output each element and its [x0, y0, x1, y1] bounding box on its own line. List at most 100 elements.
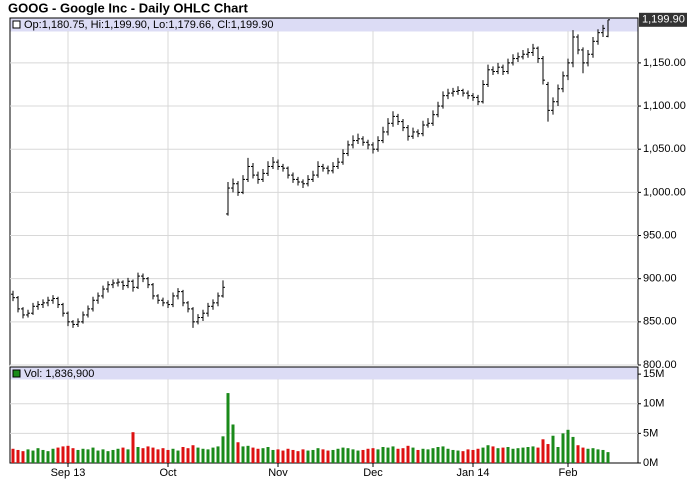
volume-bar: [576, 445, 580, 463]
volume-bar: [156, 449, 160, 463]
volume-bar: [306, 450, 310, 463]
volume-bar: [11, 448, 15, 463]
volume-bar: [241, 446, 245, 463]
volume-bar: [181, 447, 185, 463]
volume-bar: [366, 448, 370, 463]
volume-bar: [111, 449, 115, 463]
volume-bar: [506, 447, 510, 463]
volume-bar: [396, 448, 400, 463]
volume-bar: [46, 451, 50, 463]
volume-bar: [271, 449, 275, 463]
volume-bar: [86, 449, 90, 463]
volume-bar: [216, 446, 220, 463]
volume-header: Vol: 1,836,900: [24, 368, 94, 380]
chart-title: GOOG - Google Inc - Daily OHLC Chart: [8, 0, 248, 15]
y-tick-label: 1,000.00: [643, 186, 686, 198]
volume-tick-label: 5M: [643, 427, 658, 439]
volume-bar: [286, 448, 290, 463]
volume-bar: [546, 444, 550, 463]
volume-bar: [381, 447, 385, 463]
volume-bar: [406, 445, 410, 463]
volume-bar: [476, 448, 480, 463]
volume-bar: [26, 449, 30, 463]
y-tick-label: 950.00: [643, 229, 677, 241]
volume-bar: [541, 439, 545, 463]
volume-bar: [291, 449, 295, 463]
volume-bar: [326, 450, 330, 463]
volume-bar: [41, 449, 45, 463]
volume-header-icon: [12, 369, 21, 378]
volume-bar: [136, 447, 140, 463]
volume-bar: [501, 447, 505, 463]
volume-bar: [401, 448, 405, 463]
volume-bar: [321, 449, 325, 463]
volume-bar: [421, 448, 425, 463]
x-tick-label: Dec: [363, 467, 383, 479]
last-price-label: 1,199.90: [642, 14, 685, 26]
volume-bar: [486, 445, 490, 463]
volume-bar: [451, 449, 455, 463]
volume-bar: [166, 449, 170, 463]
volume-bar: [446, 448, 450, 463]
volume-bar: [66, 445, 70, 463]
volume-bar: [466, 449, 470, 463]
volume-bar: [581, 447, 585, 463]
volume-bar: [221, 436, 225, 463]
volume-bar: [151, 447, 155, 463]
volume-bar: [491, 446, 495, 463]
price-header: Op:1,180.75, Hi:1,199.90, Lo:1,179.66, C…: [24, 19, 274, 31]
volume-bar: [231, 424, 235, 463]
grid: Sep 13 Oct Nov Dec Jan 14 Feb 800.00 850.00 900.…: [10, 31, 686, 479]
volume-bar: [316, 448, 320, 463]
volume-bar: [191, 445, 195, 463]
volume-bar: [116, 448, 120, 463]
volume-bar: [256, 448, 260, 463]
y-tick-label: 1,050.00: [643, 143, 686, 155]
volume-bar: [296, 451, 300, 463]
volume-bar: [76, 449, 80, 463]
y-tick-label: 850.00: [643, 316, 677, 328]
volume-bar: [566, 429, 570, 463]
volume-bar: [556, 447, 560, 463]
volume-bar: [61, 446, 65, 463]
volume-bar: [456, 450, 460, 463]
price-header-icon: [12, 20, 21, 29]
volume-bar: [196, 447, 200, 463]
volume-bar: [516, 448, 520, 463]
volume-bar: [106, 451, 110, 463]
volume-tick-label: 15M: [643, 368, 664, 380]
volume-bar: [81, 448, 85, 463]
last-price-tag: [639, 12, 687, 27]
volume-bar: [426, 449, 430, 463]
volume-bar: [71, 448, 75, 463]
volume-bar: [606, 452, 610, 463]
volume-bar: [571, 436, 575, 463]
marks: 1,199.90: [11, 12, 687, 463]
x-tick-label: Sep 13: [51, 467, 86, 479]
volume-bar: [361, 449, 365, 463]
volume-bar: [21, 451, 25, 463]
volume-bar: [51, 448, 55, 463]
volume-bar: [331, 449, 335, 463]
volume-bar: [601, 449, 605, 463]
volume-bar: [416, 449, 420, 463]
volume-bar: [376, 449, 380, 463]
volume-bar: [551, 435, 555, 463]
x-tick-label: Nov: [268, 467, 288, 479]
volume-bar: [596, 449, 600, 463]
volume-header-band: [10, 367, 638, 380]
x-tick-label: Jan 14: [456, 467, 489, 479]
volume-tick-label: 10M: [643, 398, 664, 410]
x-tick-label: Oct: [159, 467, 176, 479]
volume-bar: [171, 448, 175, 463]
volume-bar: [511, 448, 515, 463]
volume-bar: [226, 393, 230, 463]
y-tick-label: 900.00: [643, 273, 677, 285]
volume-bar: [266, 447, 270, 463]
volume-bar: [481, 447, 485, 463]
volume-bar: [371, 448, 375, 463]
volume-bar: [586, 448, 590, 463]
volume-bar: [91, 447, 95, 463]
volume-bar: [236, 442, 240, 463]
